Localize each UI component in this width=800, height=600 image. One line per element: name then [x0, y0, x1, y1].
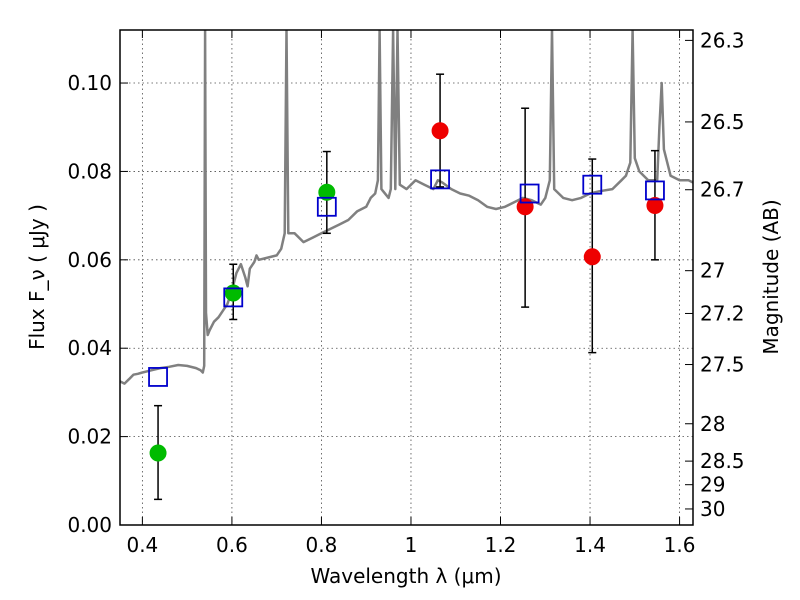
right-tick-label: 26.5 [700, 110, 745, 134]
right-tick-label: 27 [700, 259, 725, 283]
right-tick-label: 28 [700, 412, 725, 436]
data-point-circle [516, 198, 534, 216]
right-tick-label: 26.7 [700, 178, 745, 202]
right-tick-label: 28.5 [700, 449, 745, 473]
data-point-circle [318, 183, 336, 201]
right-axis-label: Magnitude (AB) [759, 199, 783, 354]
axis-ticks: 0.4 0.6 0.8 1 1.2 1.4 1.6 0.00 0.02 0.04 0.06 0.08 0… [67, 28, 744, 557]
y-tick-label: 0.00 [67, 513, 112, 537]
x-tick-label: 0.4 [126, 533, 158, 557]
right-tick-label: 27.5 [700, 353, 745, 377]
data-markers [148, 122, 665, 462]
data-point-square [223, 287, 244, 308]
y-tick-label: 0.08 [67, 159, 112, 183]
spectrum-line [120, 30, 693, 385]
data-point-circle [583, 248, 601, 266]
data-point-square [148, 367, 168, 387]
data-point-square [430, 169, 450, 190]
data-point-square [582, 174, 603, 195]
y-tick-label: 0.06 [67, 248, 112, 272]
right-tick-label: 30 [700, 497, 725, 521]
x-tick-label: 0.6 [216, 533, 248, 557]
data-point-square [645, 180, 665, 201]
right-tick-label: 29 [700, 473, 725, 497]
model-spectrum [120, 30, 693, 385]
x-tick-label: 1.6 [664, 533, 696, 557]
data-point-circle [224, 284, 242, 302]
y-tick-label: 0.04 [67, 336, 112, 360]
data-point-circle [149, 444, 167, 462]
y-axis-label: Flux F_ν ( μJy ) [25, 204, 49, 350]
data-point-square [316, 196, 337, 217]
x-tick-label: 0.8 [306, 533, 338, 557]
plot-frame [119, 29, 694, 526]
data-point-circle [646, 196, 664, 214]
data-point-square [519, 183, 540, 204]
y-tick-label: 0.10 [67, 71, 112, 95]
right-tick-label: 27.2 [700, 301, 745, 325]
x-axis-label: Wavelength λ (μm) [310, 564, 501, 588]
data-point-circle [431, 122, 449, 140]
x-tick-label: 1.4 [574, 533, 606, 557]
x-tick-label: 1.2 [485, 533, 517, 557]
right-tick-label: 26.3 [700, 28, 745, 52]
y-tick-label: 0.02 [67, 425, 112, 449]
x-tick-label: 1 [405, 533, 418, 557]
